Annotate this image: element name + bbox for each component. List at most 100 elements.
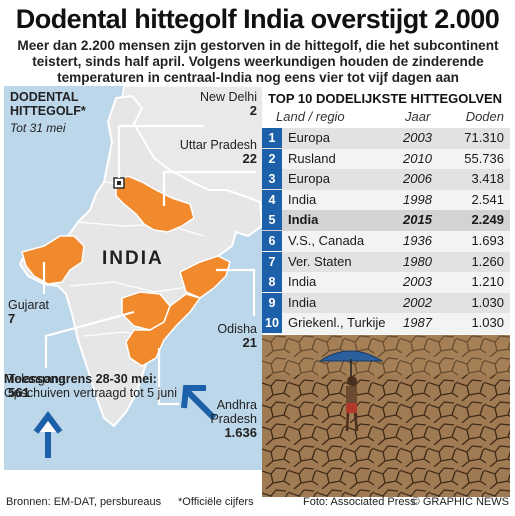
odisha-region	[179, 255, 231, 299]
cell-jaar: 1980	[403, 253, 432, 269]
cell-doden: 71.310	[464, 130, 504, 145]
cell-doden: 1.210	[471, 274, 504, 290]
rank-badge: 2	[262, 148, 282, 169]
india-map-panel: DODENTAL HITTEGOLF* Tot 31 mei New Delhi…	[4, 86, 263, 470]
page-subtitle: Meer dan 2.200 mensen zijn gestorven in …	[17, 38, 499, 85]
rank-badge: 9	[262, 292, 282, 313]
map-date: Tot 31 mei	[10, 121, 66, 135]
leader-lines	[42, 124, 256, 406]
table-row: 9 India 2002 1.030	[262, 292, 510, 314]
rank-badge: 7	[262, 251, 282, 272]
monsoon-note: Moessongrens 28-30 mei: Opschuiven vertr…	[4, 372, 263, 400]
cell-land: India	[288, 274, 317, 290]
cell-land: Europa	[288, 171, 330, 187]
footer-official: *Officiële cijfers	[178, 496, 254, 508]
column-jaar: Jaar	[405, 109, 431, 124]
label-andhra-pradesh: Andhra Pradesh 1.636	[210, 398, 257, 440]
drought-photo	[262, 335, 510, 497]
table-row: 7 Ver. Staten 1980 1.260	[262, 251, 510, 273]
uttar-pradesh-count: 22	[242, 151, 257, 166]
andhra-pradesh-count: 1.636	[224, 425, 257, 440]
rank-badge: 1	[262, 128, 282, 148]
cell-jaar: 2010	[403, 150, 432, 166]
odisha-name: Odisha	[217, 322, 257, 336]
cell-land: Griekenl., Turkije	[288, 315, 386, 331]
gujarat-count: 7	[8, 311, 16, 326]
cell-land: India	[288, 294, 317, 310]
child-figure	[347, 376, 357, 386]
state-borders	[69, 181, 205, 339]
table-row: 6 V.S., Canada 1936 1.693	[262, 230, 510, 252]
cell-doden: 1.030	[471, 315, 504, 331]
cell-jaar: 2003	[403, 274, 432, 290]
cracked-ground	[262, 335, 510, 497]
column-doden: Doden	[465, 109, 504, 124]
heatwave-table: 1 Europa 2003 71.310 2 Rusland 2010 55.736 3 Euro…	[262, 128, 510, 334]
footer-photo-credit: Foto: Associated Press	[303, 496, 416, 508]
odisha-count: 21	[242, 335, 257, 350]
cell-land: V.S., Canada	[288, 232, 365, 248]
new-delhi-dot	[117, 181, 121, 185]
telangana-name: Telangana	[8, 372, 66, 386]
gujarat-region	[21, 235, 85, 285]
rank-badge: 3	[262, 169, 282, 190]
footer-sources: Bronnen: EM-DAT, persbureaus	[6, 496, 162, 508]
uttar-pradesh-region	[115, 175, 195, 233]
cell-jaar: 1987	[403, 315, 432, 331]
rank-badge: 6	[262, 230, 282, 251]
cell-land: India	[288, 191, 317, 207]
label-odisha: Odisha 21	[217, 322, 257, 350]
country-label: INDIA	[102, 248, 164, 269]
india-map	[18, 86, 263, 458]
drought-photo-image	[262, 335, 510, 497]
table-row: 5 India 2015 2.249	[262, 210, 510, 231]
footer-copyright: © GRAPHIC NEWS	[411, 496, 509, 508]
cell-jaar: 1936	[403, 232, 432, 248]
cell-doden: 2.249	[471, 212, 504, 228]
page-title: Dodental hittegolf India overstijgt 2.00…	[15, 4, 500, 34]
cell-jaar: 2015	[403, 212, 432, 228]
cell-land: Ver. Staten	[288, 253, 352, 269]
cell-land: Europa	[288, 130, 330, 145]
label-uttar-pradesh: Uttar Pradesh 22	[180, 138, 257, 166]
cell-jaar: 1998	[403, 191, 432, 207]
cell-jaar: 2003	[403, 130, 432, 145]
table-row: 1 Europa 2003 71.310	[262, 128, 510, 149]
cell-doden: 1.260	[471, 253, 504, 269]
table-row: 3 Europa 2006 3.418	[262, 169, 510, 190]
table-row: 4 India 1998 2.541	[262, 189, 510, 211]
monsoon-title: Moessongrens 28-30 mei:	[4, 372, 157, 386]
andhra-pradesh-name-2: Pradesh	[210, 412, 257, 426]
cell-jaar: 2006	[403, 171, 432, 187]
new-delhi-count: 2	[249, 103, 257, 118]
map-heading-line1: DODENTAL	[10, 90, 79, 104]
label-new-delhi: New Delhi 2	[200, 90, 257, 118]
map-heading: DODENTAL HITTEGOLF*	[10, 90, 86, 118]
cell-doden: 1.030	[471, 294, 504, 310]
cell-doden: 55.736	[464, 150, 504, 166]
rank-badge: 8	[262, 272, 282, 293]
cell-doden: 1.693	[471, 232, 504, 248]
rank-badge: 4	[262, 189, 282, 210]
table-row: 8 India 2003 1.210	[262, 272, 510, 293]
uttar-pradesh-name: Uttar Pradesh	[179, 138, 257, 152]
rank-badge: 5	[262, 210, 282, 231]
gujarat-name: Gujarat	[8, 298, 49, 312]
andhra-pradesh-name-1: Andhra	[216, 398, 257, 412]
label-gujarat: Gujarat 7	[8, 298, 49, 326]
cell-doden: 2.541	[471, 191, 504, 207]
rank-badge: 10	[262, 313, 282, 334]
cell-land: India	[288, 212, 319, 228]
label-telangana: Telangana 561	[8, 372, 66, 400]
monsoon-arrows	[33, 385, 217, 458]
andhra-pradesh-region	[125, 293, 202, 367]
table-header: Land / regio Jaar Doden	[268, 107, 510, 127]
table-row: 2 Rusland 2010 55.736	[262, 148, 510, 170]
umbrella	[318, 350, 384, 362]
column-land: Land / regio	[276, 109, 345, 124]
monsoon-detail: Opschuiven vertraagd tot 5 juni	[4, 386, 178, 400]
cell-doden: 3.418	[471, 171, 504, 187]
cell-jaar: 2002	[403, 294, 432, 310]
telangana-count: 561	[8, 385, 30, 400]
new-delhi-name: New Delhi	[200, 90, 257, 104]
